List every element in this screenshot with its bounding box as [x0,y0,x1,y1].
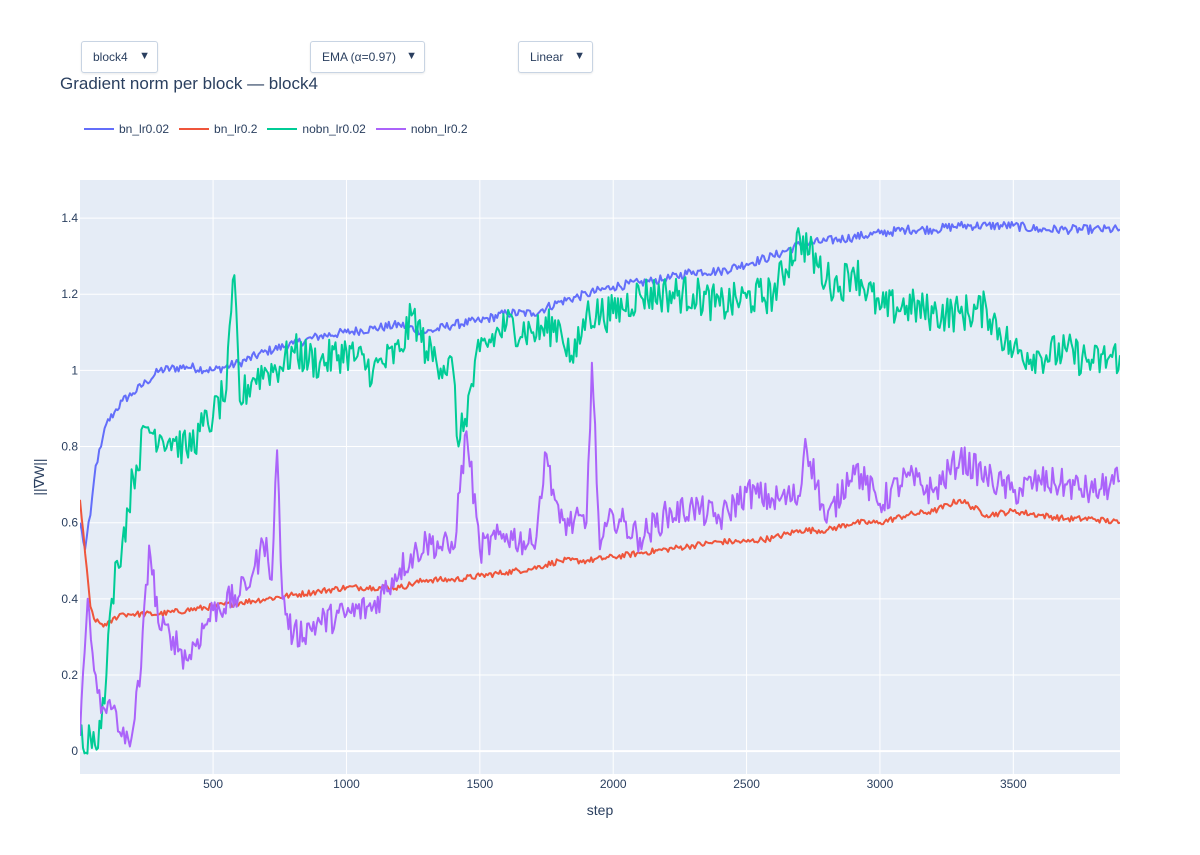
legend-item-bn_lr0.2[interactable]: bn_lr0.2 [179,122,257,136]
legend-swatch [375,128,406,130]
legend-item-nobn_lr0.02[interactable]: nobn_lr0.02 [267,122,366,136]
block-select-dropdown[interactable]: block4 ▼ [81,41,158,73]
y-tick-label: 1 [71,363,78,377]
series-line-bn_lr0.2 [80,498,1120,628]
legend-swatch [179,128,210,130]
chevron-down-icon: ▼ [574,50,585,62]
x-tick-label: 3000 [867,777,894,791]
x-tick-label: 500 [203,777,223,791]
chart-title: Gradient norm per block — block4 [60,74,318,93]
plot-area [80,180,1120,774]
x-tick-label: 2500 [733,777,760,791]
smoothing-select-value: EMA (α=0.97) [322,50,396,64]
series-line-nobn_lr0.2 [80,361,1120,748]
chevron-down-icon: ▼ [406,50,417,62]
chevron-down-icon: ▼ [139,50,150,62]
series-line-bn_lr0.02 [80,220,1120,551]
legend-label: nobn_lr0.2 [410,122,468,136]
x-tick-label: 1500 [466,777,493,791]
block-select-value: block4 [93,50,128,64]
scale-select-value: Linear [530,50,564,64]
y-tick-label: 0.6 [61,516,78,530]
legend-label: bn_lr0.02 [119,122,170,136]
legend-label: bn_lr0.2 [214,122,258,136]
smoothing-select-dropdown[interactable]: EMA (α=0.97) ▼ [310,41,425,73]
x-tick-label: 3500 [1000,777,1027,791]
y-tick-label: 0.8 [61,440,78,454]
y-tick-label: 0 [71,744,78,758]
series-line-nobn_lr0.02 [80,227,1120,755]
x-axis-title: step [587,802,614,818]
y-tick-label: 0.4 [61,592,78,606]
y-tick-label: 0.2 [61,668,78,682]
legend-label: nobn_lr0.02 [302,122,366,136]
legend-swatch [267,128,298,130]
legend-item-bn_lr0.02[interactable]: bn_lr0.02 [84,122,169,136]
y-tick-label: 1.4 [61,211,78,225]
y-tick-label: 1.2 [61,287,78,301]
y-axis-title: ||∇W|| [31,458,47,495]
legend-swatch [84,128,114,130]
scale-select-dropdown[interactable]: Linear ▼ [518,41,593,73]
x-tick-label: 2000 [600,777,627,791]
legend-item-nobn_lr0.2[interactable]: nobn_lr0.2 [375,122,468,136]
x-tick-label: 1000 [333,777,360,791]
legend: bn_lr0.02 bn_lr0.2 nobn_lr0.02 nobn_lr0.2 [84,122,478,136]
